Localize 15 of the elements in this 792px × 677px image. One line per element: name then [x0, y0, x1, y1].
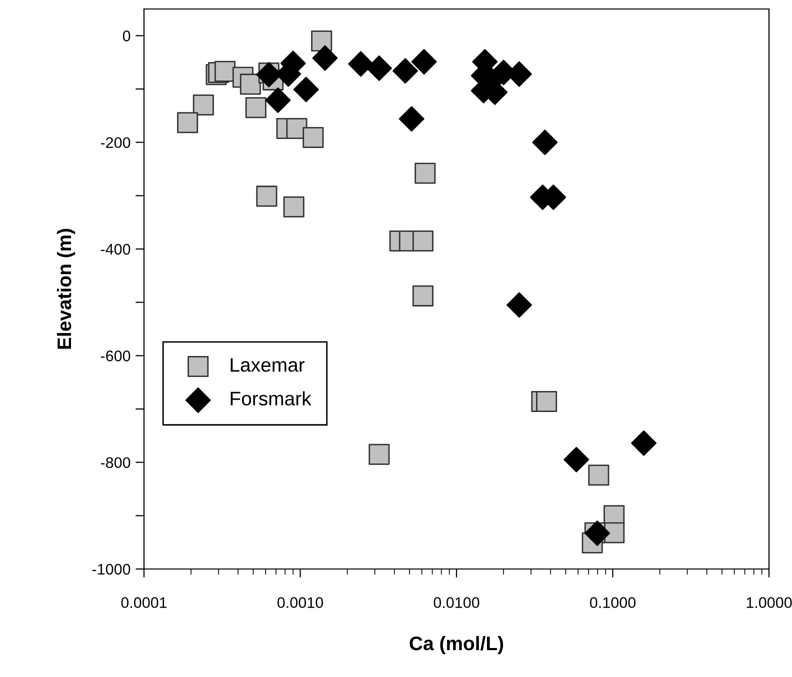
- y-axis-title: Elevation (m): [56, 228, 76, 349]
- x-tick-label: 0.0001: [121, 597, 167, 608]
- y-tick-label: -200: [100, 137, 130, 148]
- x-tick-label: 0.0010: [277, 597, 324, 608]
- y-tick-label: 0: [122, 30, 130, 42]
- y-tick-label: -400: [100, 244, 130, 255]
- x-tick-label: 0.0100: [434, 597, 480, 608]
- legend-label: Laxemar: [230, 358, 305, 372]
- x-axis-title: Ca (mol/L): [410, 636, 504, 654]
- y-tick-label: -600: [100, 350, 130, 362]
- x-tick-label: 0.1000: [590, 597, 636, 608]
- x-tick-label: 1.0000: [746, 597, 792, 608]
- legend-label: Forsmark: [230, 391, 312, 406]
- y-tick-label: -800: [100, 457, 130, 468]
- y-tick-label: -1000: [92, 564, 130, 575]
